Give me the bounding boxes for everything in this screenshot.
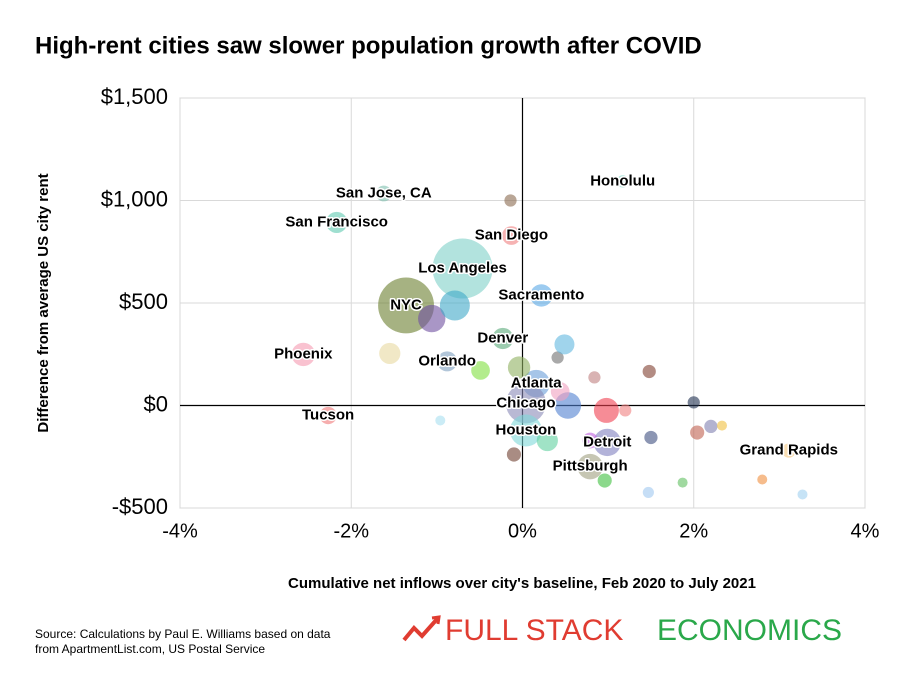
point-label: Chicago	[496, 394, 555, 411]
bubbles	[291, 175, 808, 500]
source-line: from ApartmentList.com, US Postal Servic…	[35, 642, 265, 656]
bubble	[593, 397, 619, 423]
y-tick-label: $1,000	[101, 186, 168, 211]
bubble	[418, 304, 446, 333]
point-label: San Jose, CA	[336, 184, 432, 201]
bubble	[471, 361, 490, 380]
point-label: San Diego	[475, 227, 548, 244]
bubble	[797, 489, 808, 500]
bubble	[536, 429, 558, 452]
bubble	[326, 211, 348, 234]
logo-icon	[402, 616, 440, 642]
bubble	[379, 342, 401, 365]
point-label: Atlanta	[511, 375, 562, 392]
bubble	[597, 473, 612, 488]
bubble	[509, 414, 542, 447]
bubble	[492, 327, 514, 350]
bubble	[644, 430, 658, 445]
bubble	[505, 383, 546, 424]
bubble	[550, 382, 570, 401]
x-tick-label: 4%	[851, 520, 880, 542]
bubble	[435, 415, 446, 426]
x-tick-label: 0%	[508, 520, 537, 542]
bubble	[577, 453, 603, 480]
bubble	[319, 406, 337, 425]
point-label: Los Angeles	[418, 260, 507, 277]
bubble	[619, 404, 632, 417]
bubble	[439, 290, 470, 321]
bubble	[642, 486, 654, 499]
chart-title: High-rent cities saw slower population g…	[35, 32, 702, 59]
y-tick-label: $0	[144, 391, 168, 416]
point-label: NYC	[390, 296, 422, 313]
bubble	[504, 194, 517, 207]
point-label: Detroit	[583, 433, 631, 450]
bubble	[781, 443, 796, 458]
bubble	[588, 371, 601, 384]
bubble	[506, 447, 522, 462]
bubble	[642, 364, 656, 379]
point-label: Tucson	[302, 407, 354, 424]
x-tick-label: -4%	[162, 520, 198, 542]
bubble	[757, 474, 768, 485]
bubble	[554, 334, 575, 355]
x-tick-label: -2%	[333, 520, 369, 542]
point-label: Grand Rapids	[740, 442, 838, 459]
point-label: Sacramento	[498, 286, 584, 303]
brand-text: ECONOMICS	[657, 614, 842, 647]
y-tick-label: $500	[119, 289, 168, 314]
bubble	[704, 419, 718, 434]
bubble	[530, 284, 553, 307]
bubble	[437, 351, 458, 372]
point-label: Honolulu	[590, 172, 655, 189]
point-label: Pittsburgh	[553, 458, 628, 475]
bubble	[502, 226, 521, 245]
point-label: Houston	[496, 421, 557, 438]
point-label: Phoenix	[274, 345, 333, 362]
bubble	[432, 238, 493, 299]
bubble	[687, 396, 700, 409]
bubble	[551, 351, 564, 364]
point-label: Orlando	[418, 352, 476, 369]
bubble	[375, 185, 392, 202]
bubble	[616, 175, 629, 188]
brand-text: FULL STACK	[445, 614, 623, 647]
bubble	[717, 420, 728, 431]
brand-logo: FULL STACK ECONOMICS	[402, 614, 842, 647]
bubble	[593, 428, 621, 457]
bubble	[582, 432, 599, 449]
point-label: San Francisco	[285, 213, 388, 230]
bubble	[677, 477, 688, 488]
source-line: Source: Calculations by Paul E. Williams…	[35, 627, 331, 641]
y-tick-label: -$500	[112, 494, 168, 519]
bubble	[690, 425, 705, 440]
x-tick-label: 2%	[679, 520, 708, 542]
point-label: Denver	[477, 329, 528, 346]
bubble	[291, 342, 316, 367]
y-tick-label: $1,500	[101, 84, 168, 109]
x-axis-label: Cumulative net inflows over city's basel…	[288, 575, 756, 592]
logo-icon	[431, 615, 441, 625]
y-axis-label: Difference from average US city rent	[35, 173, 52, 432]
bubble	[507, 356, 531, 379]
